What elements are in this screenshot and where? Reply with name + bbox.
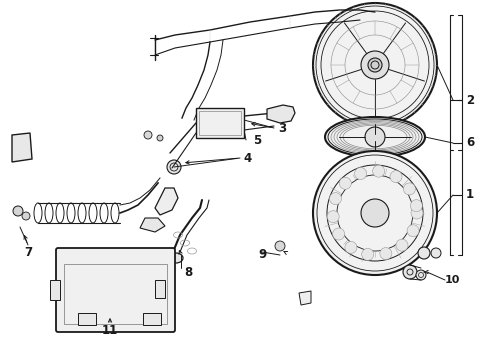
Circle shape <box>362 248 374 260</box>
Circle shape <box>355 167 367 180</box>
Text: 11: 11 <box>102 324 118 337</box>
Polygon shape <box>267 105 295 123</box>
Circle shape <box>361 51 389 79</box>
Circle shape <box>390 171 402 183</box>
Circle shape <box>333 228 344 240</box>
Text: 5: 5 <box>253 134 261 147</box>
Text: 8: 8 <box>184 266 192 279</box>
Circle shape <box>403 183 416 195</box>
Circle shape <box>407 225 419 237</box>
Circle shape <box>22 212 30 220</box>
Polygon shape <box>12 133 32 162</box>
Circle shape <box>418 247 430 259</box>
Bar <box>78 313 96 325</box>
Circle shape <box>157 135 163 141</box>
Bar <box>155 280 165 298</box>
Circle shape <box>373 165 385 177</box>
Text: 10: 10 <box>444 275 460 285</box>
Text: 9: 9 <box>258 248 266 261</box>
FancyBboxPatch shape <box>56 248 175 332</box>
Bar <box>196 108 244 138</box>
Circle shape <box>144 131 152 139</box>
Circle shape <box>345 242 357 253</box>
Text: 1: 1 <box>466 189 474 202</box>
Text: 6: 6 <box>466 136 474 149</box>
Bar <box>64 264 167 324</box>
Polygon shape <box>155 188 178 215</box>
Text: 4: 4 <box>244 152 252 165</box>
Circle shape <box>410 200 422 212</box>
Ellipse shape <box>325 117 425 157</box>
Bar <box>50 280 60 300</box>
Polygon shape <box>140 218 165 232</box>
Circle shape <box>275 241 285 251</box>
Circle shape <box>330 193 342 204</box>
Circle shape <box>327 211 339 223</box>
Circle shape <box>403 265 417 279</box>
Text: 3: 3 <box>278 122 286 135</box>
Circle shape <box>361 199 389 227</box>
Circle shape <box>365 127 385 147</box>
Circle shape <box>313 151 437 275</box>
Circle shape <box>396 239 408 251</box>
Ellipse shape <box>169 253 183 263</box>
Circle shape <box>13 206 23 216</box>
Circle shape <box>167 160 181 174</box>
Circle shape <box>104 256 122 274</box>
Bar <box>143 313 161 325</box>
Circle shape <box>380 248 392 260</box>
Circle shape <box>431 248 441 258</box>
Polygon shape <box>299 291 311 305</box>
Text: 2: 2 <box>466 94 474 107</box>
Circle shape <box>368 58 382 72</box>
Circle shape <box>313 3 437 127</box>
Circle shape <box>416 270 426 280</box>
Text: 7: 7 <box>24 246 32 258</box>
Circle shape <box>411 207 423 219</box>
Bar <box>199 111 241 135</box>
Circle shape <box>339 177 351 189</box>
